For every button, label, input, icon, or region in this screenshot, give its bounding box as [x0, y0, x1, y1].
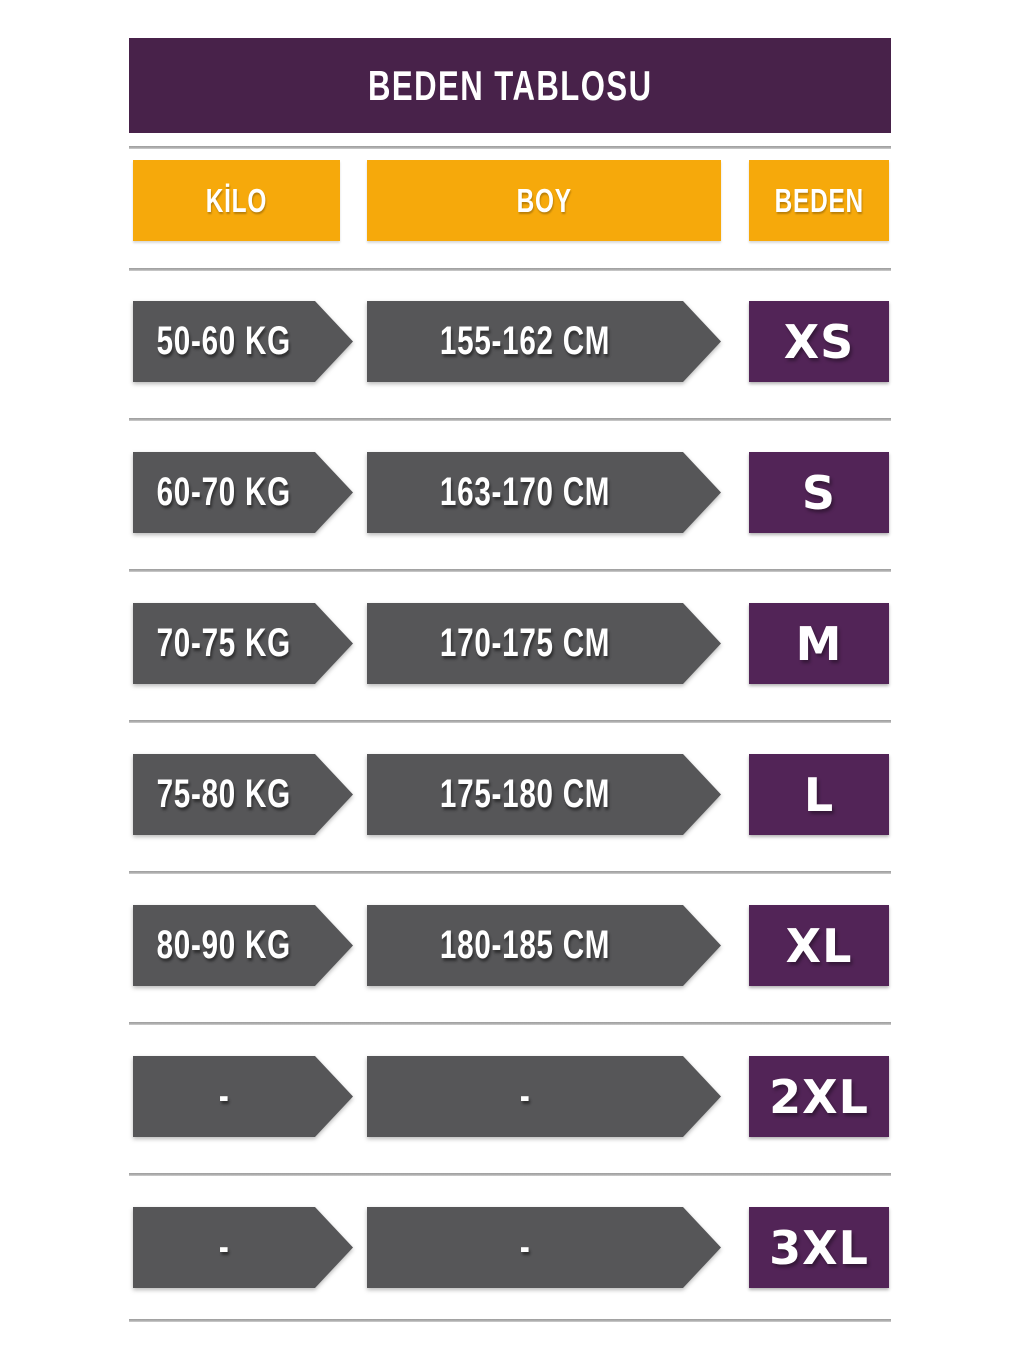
height-value: -: [519, 1074, 531, 1118]
height-value: 170-175 CM: [439, 621, 611, 665]
weight-arrow-shape: -: [133, 1207, 353, 1288]
size-badge: XL: [749, 905, 889, 986]
size-row-xs: 50-60 KG 155-162 CM XS: [129, 301, 891, 382]
size-badge-label: 2XL: [769, 1069, 869, 1124]
height-arrow-shape: 170-175 CM: [367, 603, 721, 684]
page-title: BEDEN TABLOSU: [367, 61, 653, 109]
column-header-row: KİLO BOY BEDEN: [129, 160, 891, 241]
weight-value: 80-90 KG: [156, 923, 292, 967]
height-arrow-shape: -: [367, 1207, 721, 1288]
height-arrow-shape: 155-162 CM: [367, 301, 721, 382]
height-value: 180-185 CM: [439, 923, 611, 967]
column-header-beden: BEDEN: [749, 160, 889, 241]
size-badge: L: [749, 754, 889, 835]
height-arrow: 175-180 CM: [367, 754, 721, 835]
column-header-boy: BOY: [367, 160, 721, 241]
weight-arrow-shape: 50-60 KG: [133, 301, 353, 382]
weight-arrow: 80-90 KG: [133, 905, 353, 986]
divider: [129, 268, 891, 271]
height-arrow: 155-162 CM: [367, 301, 721, 382]
divider: [129, 569, 891, 572]
size-badge-label: 3XL: [769, 1220, 869, 1275]
size-badge-label: XS: [783, 314, 855, 369]
size-badge-label: S: [801, 465, 837, 520]
weight-arrow-shape: 70-75 KG: [133, 603, 353, 684]
size-chart-title-bar: BEDEN TABLOSU: [129, 38, 891, 133]
divider: [129, 146, 891, 149]
divider: [129, 1319, 891, 1322]
divider: [129, 871, 891, 874]
height-arrow-shape: 175-180 CM: [367, 754, 721, 835]
weight-arrow: -: [133, 1207, 353, 1288]
height-arrow: 180-185 CM: [367, 905, 721, 986]
size-badge: M: [749, 603, 889, 684]
size-row-l: 75-80 KG 175-180 CM L: [129, 754, 891, 835]
height-arrow: -: [367, 1207, 721, 1288]
divider: [129, 720, 891, 723]
column-header-boy-label: BOY: [516, 181, 572, 219]
weight-value: -: [218, 1225, 230, 1269]
size-badge: 3XL: [749, 1207, 889, 1288]
height-value: -: [519, 1225, 531, 1269]
weight-arrow-shape: 80-90 KG: [133, 905, 353, 986]
height-value: 155-162 CM: [439, 319, 611, 363]
weight-arrow-shape: 60-70 KG: [133, 452, 353, 533]
weight-value: 75-80 KG: [156, 772, 292, 816]
height-value: 163-170 CM: [439, 470, 611, 514]
size-row-3xl: - - 3XL: [129, 1207, 891, 1288]
weight-value: 70-75 KG: [156, 621, 292, 665]
size-row-m: 70-75 KG 170-175 CM M: [129, 603, 891, 684]
height-arrow-shape: -: [367, 1056, 721, 1137]
size-badge: 2XL: [749, 1056, 889, 1137]
height-arrow-shape: 180-185 CM: [367, 905, 721, 986]
size-badge: XS: [749, 301, 889, 382]
height-arrow: -: [367, 1056, 721, 1137]
weight-arrow: 75-80 KG: [133, 754, 353, 835]
size-row-s: 60-70 KG 163-170 CM S: [129, 452, 891, 533]
column-header-kilo-label: KİLO: [205, 181, 268, 219]
height-value: 175-180 CM: [439, 772, 611, 816]
size-row-2xl: - - 2XL: [129, 1056, 891, 1137]
divider: [129, 1173, 891, 1176]
size-badge: S: [749, 452, 889, 533]
column-header-kilo: KİLO: [133, 160, 340, 241]
weight-arrow: 70-75 KG: [133, 603, 353, 684]
weight-arrow: 50-60 KG: [133, 301, 353, 382]
height-arrow-shape: 163-170 CM: [367, 452, 721, 533]
height-arrow: 170-175 CM: [367, 603, 721, 684]
weight-arrow-shape: -: [133, 1056, 353, 1137]
divider: [129, 1022, 891, 1025]
weight-arrow: -: [133, 1056, 353, 1137]
weight-arrow: 60-70 KG: [133, 452, 353, 533]
weight-value: 50-60 KG: [156, 319, 292, 363]
size-badge-label: M: [795, 616, 843, 671]
height-arrow: 163-170 CM: [367, 452, 721, 533]
column-header-beden-label: BEDEN: [774, 181, 864, 219]
size-chart: BEDEN TABLOSU KİLO BOY BEDEN 50-60 KG 15…: [129, 38, 891, 1322]
divider: [129, 418, 891, 421]
weight-value: -: [218, 1074, 230, 1118]
size-badge-label: L: [803, 767, 835, 822]
size-row-xl: 80-90 KG 180-185 CM XL: [129, 905, 891, 986]
size-badge-label: XL: [785, 918, 853, 973]
weight-value: 60-70 KG: [156, 470, 292, 514]
weight-arrow-shape: 75-80 KG: [133, 754, 353, 835]
